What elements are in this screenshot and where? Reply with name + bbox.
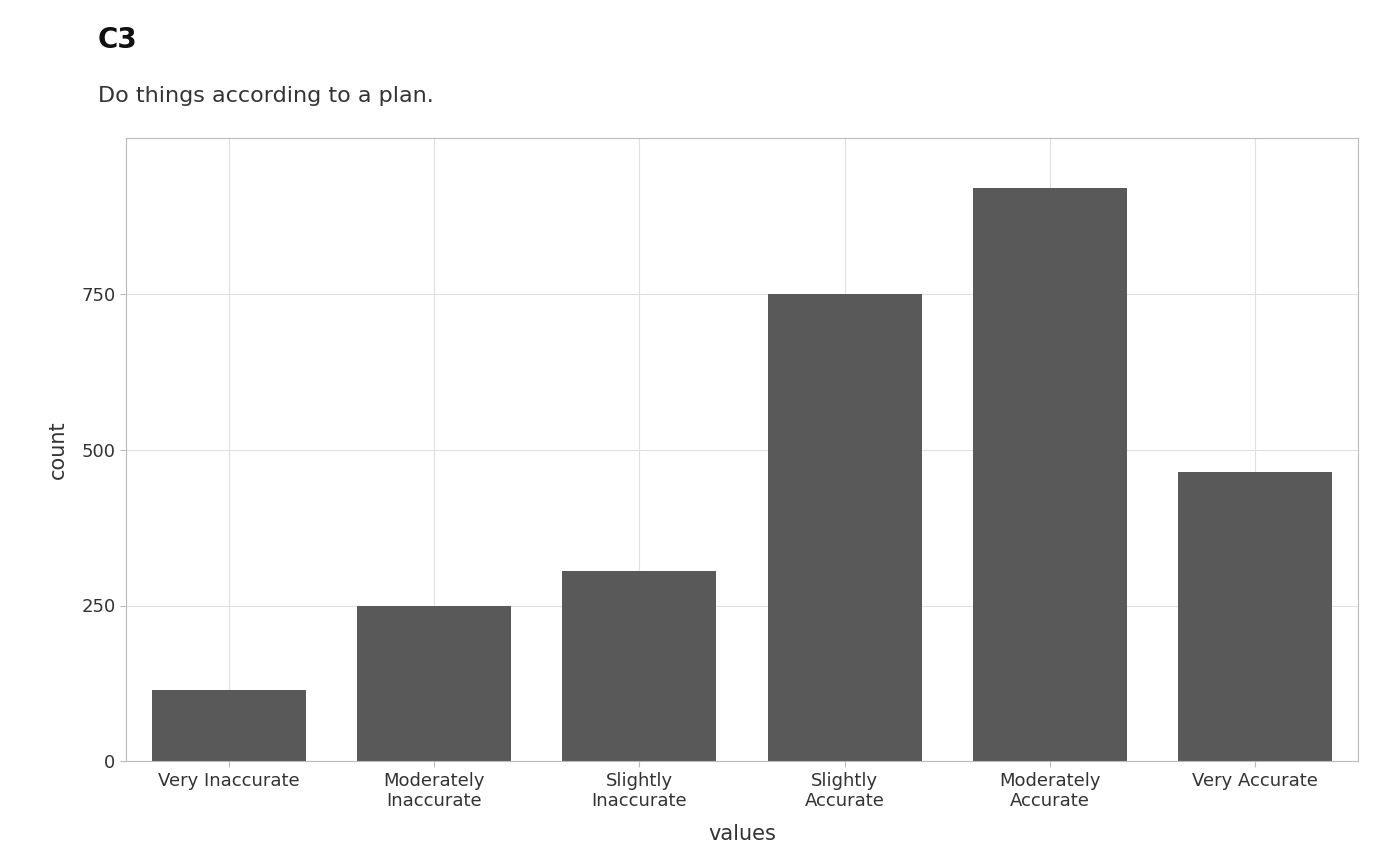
Bar: [563, 571, 717, 761]
Text: C3: C3: [98, 26, 137, 54]
Bar: [1179, 471, 1333, 761]
Bar: [357, 606, 511, 761]
Bar: [767, 294, 921, 761]
X-axis label: values: values: [708, 824, 776, 844]
Bar: [151, 689, 305, 761]
Text: Do things according to a plan.: Do things according to a plan.: [98, 86, 434, 106]
Y-axis label: count: count: [48, 420, 67, 479]
Bar: [973, 189, 1127, 761]
